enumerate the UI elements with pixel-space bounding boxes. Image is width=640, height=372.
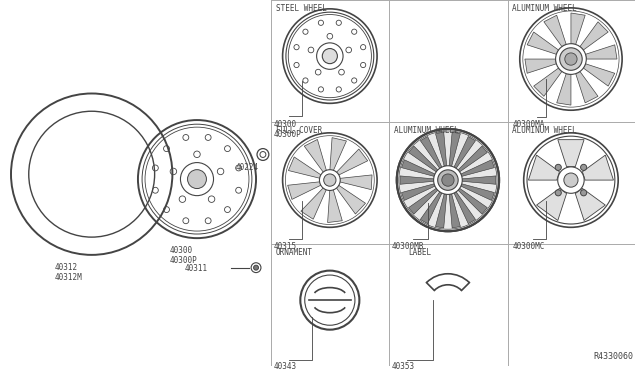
Polygon shape xyxy=(401,184,435,201)
Circle shape xyxy=(556,44,586,74)
Polygon shape xyxy=(529,155,559,180)
Circle shape xyxy=(397,129,499,231)
Circle shape xyxy=(565,53,577,65)
Text: 40300MB: 40300MB xyxy=(392,242,424,251)
Circle shape xyxy=(555,164,561,170)
Polygon shape xyxy=(461,184,494,201)
Text: 40311: 40311 xyxy=(184,264,207,273)
Polygon shape xyxy=(558,140,584,167)
Circle shape xyxy=(319,170,340,190)
Polygon shape xyxy=(408,146,438,172)
Polygon shape xyxy=(571,13,585,44)
Circle shape xyxy=(580,164,587,170)
Polygon shape xyxy=(458,146,487,172)
Polygon shape xyxy=(576,71,598,103)
Circle shape xyxy=(560,48,582,70)
Circle shape xyxy=(557,167,584,193)
Polygon shape xyxy=(462,176,496,184)
Text: ALUMINUM WHEEL: ALUMINUM WHEEL xyxy=(512,4,577,13)
Text: 40300MC: 40300MC xyxy=(513,242,545,251)
Polygon shape xyxy=(401,160,435,176)
Polygon shape xyxy=(336,185,365,214)
Circle shape xyxy=(434,166,462,195)
Circle shape xyxy=(438,170,458,190)
Text: STEEL WHEEL: STEEL WHEEL xyxy=(276,4,326,13)
Polygon shape xyxy=(449,132,460,166)
Polygon shape xyxy=(304,140,326,173)
Polygon shape xyxy=(575,188,605,221)
Text: LABEL: LABEL xyxy=(408,248,432,257)
Polygon shape xyxy=(400,176,434,184)
Text: R4330060: R4330060 xyxy=(593,352,633,361)
Polygon shape xyxy=(458,188,487,214)
Circle shape xyxy=(564,173,578,187)
Text: 40224: 40224 xyxy=(236,163,259,172)
Polygon shape xyxy=(461,160,494,176)
Polygon shape xyxy=(420,192,442,224)
Polygon shape xyxy=(536,188,566,221)
Polygon shape xyxy=(408,188,438,214)
Polygon shape xyxy=(287,182,322,199)
Polygon shape xyxy=(586,45,617,59)
Polygon shape xyxy=(527,32,559,54)
Text: 40300MA: 40300MA xyxy=(513,120,545,129)
Polygon shape xyxy=(557,74,571,105)
Polygon shape xyxy=(584,64,615,86)
Circle shape xyxy=(324,174,336,186)
Polygon shape xyxy=(328,189,342,222)
Text: 40343: 40343 xyxy=(274,362,297,371)
Polygon shape xyxy=(449,194,460,228)
Polygon shape xyxy=(420,137,442,169)
Polygon shape xyxy=(534,68,562,96)
Circle shape xyxy=(580,190,587,196)
Circle shape xyxy=(253,265,259,270)
Text: 40312
40312M: 40312 40312M xyxy=(54,263,82,282)
Polygon shape xyxy=(544,15,566,46)
Polygon shape xyxy=(289,157,322,179)
Polygon shape xyxy=(435,132,447,166)
Polygon shape xyxy=(339,175,372,190)
Circle shape xyxy=(442,174,454,186)
Text: FULL COVER: FULL COVER xyxy=(276,126,322,135)
Polygon shape xyxy=(336,149,368,175)
Text: 40353: 40353 xyxy=(392,362,415,371)
Polygon shape xyxy=(525,59,556,73)
Circle shape xyxy=(323,48,337,64)
Circle shape xyxy=(188,170,207,189)
Polygon shape xyxy=(435,194,447,228)
Text: 40315: 40315 xyxy=(274,242,297,251)
Text: ALUMINUM WHEEL: ALUMINUM WHEEL xyxy=(394,126,458,135)
Circle shape xyxy=(555,190,561,196)
Polygon shape xyxy=(454,192,476,224)
Text: ALUMINUM WHEEL: ALUMINUM WHEEL xyxy=(512,126,577,135)
Polygon shape xyxy=(582,155,614,180)
Text: 40300
40300P: 40300 40300P xyxy=(274,120,301,140)
Text: ORNAMENT: ORNAMENT xyxy=(276,248,313,257)
Polygon shape xyxy=(330,138,346,171)
Text: 40300
40300P: 40300 40300P xyxy=(170,246,197,265)
Polygon shape xyxy=(580,22,608,50)
Polygon shape xyxy=(301,187,326,219)
Polygon shape xyxy=(454,137,476,169)
